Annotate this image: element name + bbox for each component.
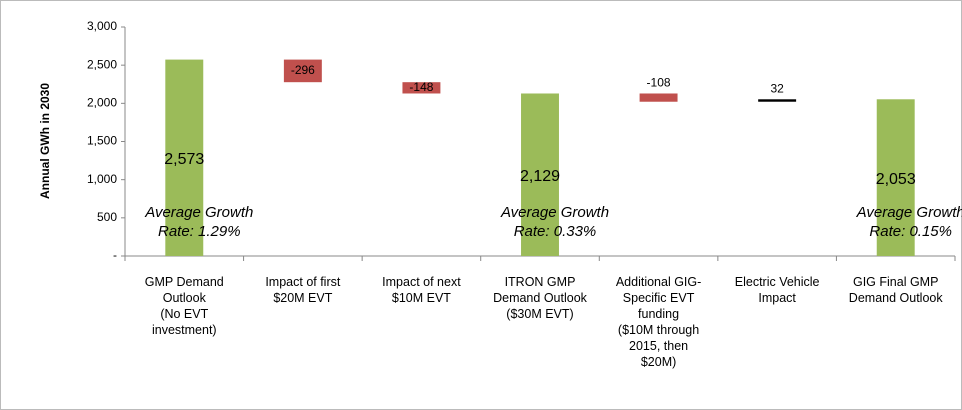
x-tick-label: Additional GIG- Specific EVT funding ($1… bbox=[615, 275, 702, 369]
data-label: -148 bbox=[409, 80, 433, 94]
bar bbox=[521, 93, 559, 257]
annotation: Average Growth Rate: 0.15% bbox=[856, 204, 962, 240]
data-label: -108 bbox=[647, 76, 671, 90]
bar bbox=[639, 93, 678, 102]
x-tick-label: Impact of first $20M EVT bbox=[265, 275, 341, 305]
x-tick-label: ITRON GMP Demand Outlook ($30M EVT) bbox=[493, 275, 587, 321]
x-tick-label: Impact of next $10M EVT bbox=[382, 275, 461, 305]
data-label: 2,573 bbox=[164, 151, 204, 168]
data-label: 32 bbox=[770, 81, 784, 95]
annotation: Average Growth Rate: 0.33% bbox=[500, 204, 610, 240]
bar bbox=[283, 59, 322, 83]
data-label: 2,053 bbox=[876, 171, 916, 188]
y-tick-label: 3,000 bbox=[87, 19, 117, 33]
data-label: -296 bbox=[291, 63, 315, 77]
y-axis-label: Annual GWh in 2030 bbox=[38, 83, 52, 199]
y-tick-label: 2,500 bbox=[87, 57, 117, 71]
bar bbox=[165, 59, 204, 257]
y-tick-label: 1,500 bbox=[87, 134, 117, 148]
x-tick-label: GIG Final GMP Demand Outlook bbox=[848, 275, 943, 305]
bar bbox=[402, 82, 441, 94]
x-tick-label: GMP Demand Outlook (No EVT investment) bbox=[144, 275, 224, 337]
bar bbox=[758, 99, 797, 102]
y-tick-label: - bbox=[113, 248, 117, 262]
x-tick-label: Electric Vehicle Impact bbox=[734, 275, 820, 305]
y-tick-label: 2,000 bbox=[87, 96, 117, 110]
data-label: 2,129 bbox=[520, 168, 560, 185]
bar bbox=[876, 99, 915, 257]
y-tick-label: 1,000 bbox=[87, 172, 117, 186]
y-tick-label: 500 bbox=[97, 210, 117, 224]
annotation: Average Growth Rate: 1.29% bbox=[145, 204, 254, 240]
